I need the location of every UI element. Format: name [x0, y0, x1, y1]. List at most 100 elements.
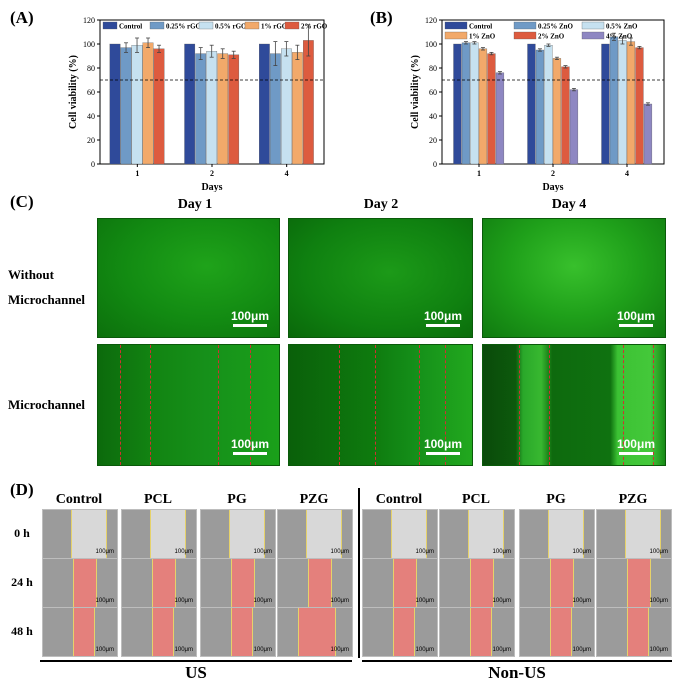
- channel-edge: [519, 345, 520, 465]
- wound-gap: [393, 559, 417, 607]
- legend-label: 2% rGO: [301, 23, 328, 31]
- column-header-us-pzg: PZG: [299, 492, 329, 507]
- scale-label: 100μm: [423, 437, 462, 451]
- scale-label: 100μm: [616, 437, 655, 451]
- day-label-1: Day 1: [177, 197, 213, 212]
- wound-gap: [229, 510, 265, 558]
- x-tick-label: 1: [477, 169, 481, 178]
- wound-image: 100μm: [121, 607, 197, 657]
- wound-gap: [627, 608, 649, 656]
- wound-image: 100μm: [121, 558, 197, 608]
- wound-image: 100μm: [277, 558, 353, 608]
- wound-image: 100μm: [42, 558, 118, 608]
- y-tick-label: 40: [87, 112, 95, 121]
- channel-edge: [339, 345, 340, 465]
- wound-image: 100μm: [362, 558, 438, 608]
- scale-label: 100μm: [492, 598, 511, 604]
- bar: [552, 58, 562, 165]
- scale-label: 100μm: [95, 549, 114, 555]
- fluorescence-image-day2-microchannel: 100μm: [288, 344, 473, 466]
- legend-swatch: [444, 31, 468, 40]
- bar: [270, 53, 281, 165]
- y-tick-label: 0: [433, 160, 437, 169]
- fluorescence-image-day1-microchannel: 100μm: [97, 344, 280, 466]
- legend-label: 0.25% ZnO: [538, 23, 574, 31]
- bar: [495, 72, 505, 165]
- wound-image: 100μm: [362, 509, 438, 559]
- legend-label: Control: [119, 23, 142, 31]
- y-tick-label: 120: [425, 16, 437, 25]
- wound-image: 100μm: [596, 509, 672, 559]
- bar: [303, 40, 314, 165]
- bar: [609, 36, 619, 165]
- bar: [635, 47, 644, 165]
- scale-label: 100μm: [415, 647, 434, 653]
- wound-image: 100μm: [121, 509, 197, 559]
- day-label-2: Day 2: [363, 197, 399, 212]
- legend-swatch: [284, 21, 300, 30]
- time-label-0h: 0 h: [14, 526, 30, 540]
- group-label-non-us: Non-US: [488, 663, 546, 682]
- bar: [461, 42, 471, 165]
- legend-label: Control: [469, 23, 492, 31]
- x-tick-label: 4: [285, 169, 289, 178]
- wound-gap: [73, 608, 95, 656]
- row-label-without-microchannel: Without Microchannel: [8, 262, 85, 312]
- scale-label: 100μm: [415, 549, 434, 555]
- wound-image: 100μm: [519, 607, 595, 657]
- fluorescence-image-day2-without: 100μm: [288, 218, 473, 338]
- y-axis-label: Cell viability (%): [68, 55, 79, 129]
- bar: [131, 45, 143, 165]
- bar: [109, 43, 121, 165]
- y-tick-label: 0: [91, 160, 95, 169]
- channel-edge: [549, 345, 550, 465]
- wound-gap: [470, 608, 492, 656]
- bar: [601, 43, 610, 165]
- scale-label: 100μm: [415, 598, 434, 604]
- bar: [120, 47, 132, 165]
- bar: [561, 66, 570, 165]
- bar-chart-a: 0 20 40 60 80 100 120 Cell viability (%) Days 1 2 4…: [68, 16, 328, 192]
- bar: [217, 53, 229, 165]
- panel-label-c: (C): [10, 192, 34, 211]
- y-tick-label: 120: [83, 16, 95, 25]
- panel-label-d: (D): [10, 480, 34, 499]
- scale-label: 100μm: [649, 647, 668, 653]
- scale-bar: [233, 452, 267, 455]
- group-bar-non-us: [362, 660, 672, 662]
- wound-gap: [625, 510, 661, 558]
- column-header-non-us-control: Control: [375, 492, 423, 507]
- scale-label: 100μm: [330, 647, 349, 653]
- bar: [478, 48, 488, 165]
- scale-label: 100μm: [230, 437, 269, 451]
- day-label-4: Day 4: [551, 197, 587, 212]
- wound-image: 100μm: [439, 558, 515, 608]
- bar: [142, 42, 154, 165]
- y-tick-label: 80: [87, 64, 95, 73]
- wound-gap: [231, 559, 255, 607]
- bar: [206, 51, 218, 165]
- wound-image: 100μm: [42, 607, 118, 657]
- column-header-non-us-pzg: PZG: [618, 492, 648, 507]
- y-axis-label: Cell viability (%): [410, 55, 421, 129]
- fluorescence-image-day4-without: 100μm: [482, 218, 666, 338]
- wound-gap: [627, 559, 651, 607]
- wound-image: 100μm: [439, 509, 515, 559]
- legend-swatch: [149, 21, 165, 30]
- wound-image: 100μm: [42, 509, 118, 559]
- legend-swatch: [513, 31, 537, 40]
- x-axis-label: Days: [201, 182, 222, 192]
- wound-gap: [308, 559, 332, 607]
- column-header-us-pcl: PCL: [144, 492, 172, 507]
- bar: [470, 42, 479, 165]
- scale-label: 100μm: [649, 598, 668, 604]
- wound-gap: [150, 510, 186, 558]
- legend-swatch: [244, 21, 260, 30]
- wound-gap: [391, 510, 427, 558]
- scale-label: 100μm: [616, 309, 655, 323]
- y-tick-label: 100: [425, 40, 437, 49]
- legend-swatch: [198, 21, 214, 30]
- wound-gap: [73, 559, 97, 607]
- scale-bar: [426, 452, 460, 455]
- y-tick-label: 20: [429, 136, 437, 145]
